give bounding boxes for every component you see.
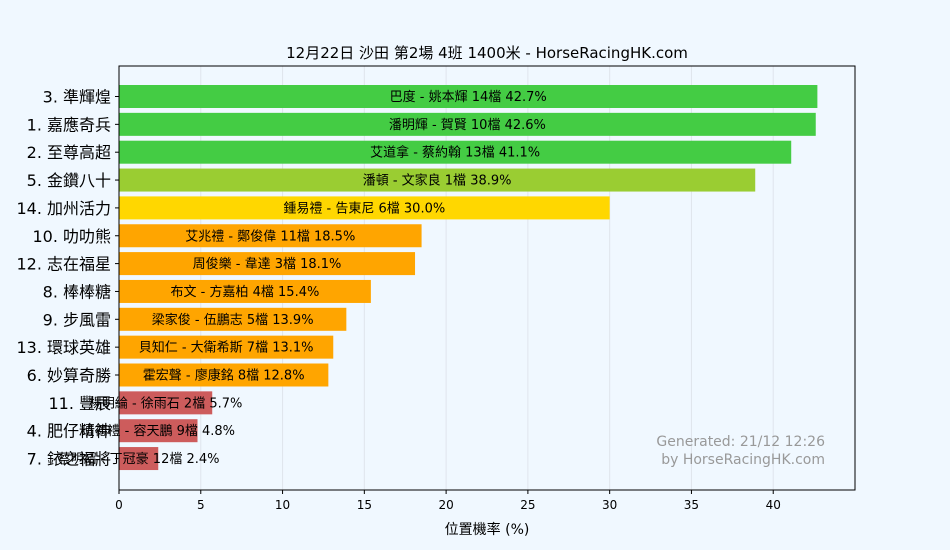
bar-label: 巴度 - 姚本輝 14檔 42.7% <box>390 89 547 105</box>
bar <box>119 140 792 164</box>
y-axis-ticks: 3. 準輝煌 1. 嘉應奇兵 2. 至尊高超 5. 金鑽八十 14. 加州活力 10. 叻… <box>16 88 119 469</box>
bar-labels: 巴度 - 姚本輝 14檔 42.7% 潘明輝 - 賀賢 10檔 42.6% 艾道拿 … <box>58 89 547 467</box>
y-tick-label: 7. 銥之福將 <box>27 450 111 469</box>
bar-label: 周俊樂 - 韋達 3檔 18.1% <box>193 256 342 272</box>
y-tick-label: 6. 妙算奇勝 <box>27 366 111 385</box>
y-tick-label: 3. 準輝煌 <box>43 88 111 107</box>
x-axis-label: 位置機率 (%) <box>445 521 530 538</box>
x-tick-label: 0 <box>115 498 123 512</box>
y-tick-label: 2. 至尊高超 <box>27 143 111 162</box>
bar-label: 艾道拿 - 蔡約翰 13檔 41.1% <box>370 145 540 161</box>
bar <box>119 112 816 136</box>
bar <box>119 335 334 359</box>
bar-label: 潘頓 - 文家良 1檔 38.9% <box>363 173 512 189</box>
x-tick-label: 20 <box>438 498 453 512</box>
bar <box>119 168 756 192</box>
x-tick-label: 30 <box>602 498 617 512</box>
y-tick-label: 1. 嘉應奇兵 <box>27 115 111 134</box>
x-tick-label: 15 <box>357 498 372 512</box>
y-tick-label: 13. 環球英雄 <box>16 338 111 357</box>
bar-label: 布文 - 方嘉柏 4檔 15.4% <box>171 284 320 300</box>
x-tick-label: 35 <box>684 498 699 512</box>
bar <box>119 419 198 443</box>
y-tick-label: 5. 金鑽八十 <box>27 171 111 190</box>
bar-label: 貝知仁 - 大衛希斯 7檔 13.1% <box>139 340 314 356</box>
x-tick-label: 40 <box>766 498 781 512</box>
bar <box>119 196 610 220</box>
bar-label: 潘明輝 - 賀賢 10檔 42.6% <box>389 118 546 133</box>
y-tick-label: 10. 叻叻熊 <box>32 227 111 246</box>
bar-label: 班德禮 - 容天鵬 9檔 4.8% <box>81 423 235 439</box>
bar-label: 楊明綸 - 徐雨石 2檔 5.7% <box>89 395 243 411</box>
bar <box>119 447 159 471</box>
plot-frame <box>118 65 856 491</box>
y-tick-label: 11. 豐辰 <box>48 394 111 413</box>
bar-label: 艾兆禮 - 鄭俊偉 11檔 18.5% <box>185 229 355 244</box>
bar-label: 霍宏聲 - 廖康銘 8檔 12.8% <box>143 368 305 384</box>
annotation-generated: Generated: 21/12 12:26 <box>656 434 825 450</box>
bar <box>119 391 213 415</box>
y-tick-label: 12. 志在福星 <box>16 255 111 274</box>
y-tick-label: 8. 棒棒糖 <box>43 282 111 301</box>
x-tick-label: 5 <box>197 498 205 512</box>
bar-label: 蔡明紹 - 丁冠豪 12檔 2.4% <box>58 451 220 467</box>
x-axis-ticks: 0 5 10 15 20 25 30 35 40 <box>115 490 781 512</box>
y-tick-label: 4. 肥仔精神 <box>27 422 111 441</box>
y-tick-label: 14. 加州活力 <box>16 199 111 218</box>
x-tick-label: 10 <box>275 498 290 512</box>
x-tick-label: 25 <box>520 498 535 512</box>
bar <box>119 279 371 303</box>
annotation-source: by HorseRacingHK.com <box>661 452 825 468</box>
bar <box>119 85 818 108</box>
bar <box>119 307 347 331</box>
bars <box>119 85 818 471</box>
bar <box>119 224 422 248</box>
bar <box>119 252 416 276</box>
bar-label: 鍾易禮 - 告東尼 6檔 30.0% <box>283 200 445 216</box>
chart-title: 12月22日 沙田 第2場 4班 1400米 - HorseRacingHK.c… <box>286 44 688 62</box>
bar <box>119 363 329 387</box>
bar-label: 梁家俊 - 伍鵬志 5檔 13.9% <box>152 312 314 328</box>
y-tick-label: 9. 步風雷 <box>43 310 111 329</box>
